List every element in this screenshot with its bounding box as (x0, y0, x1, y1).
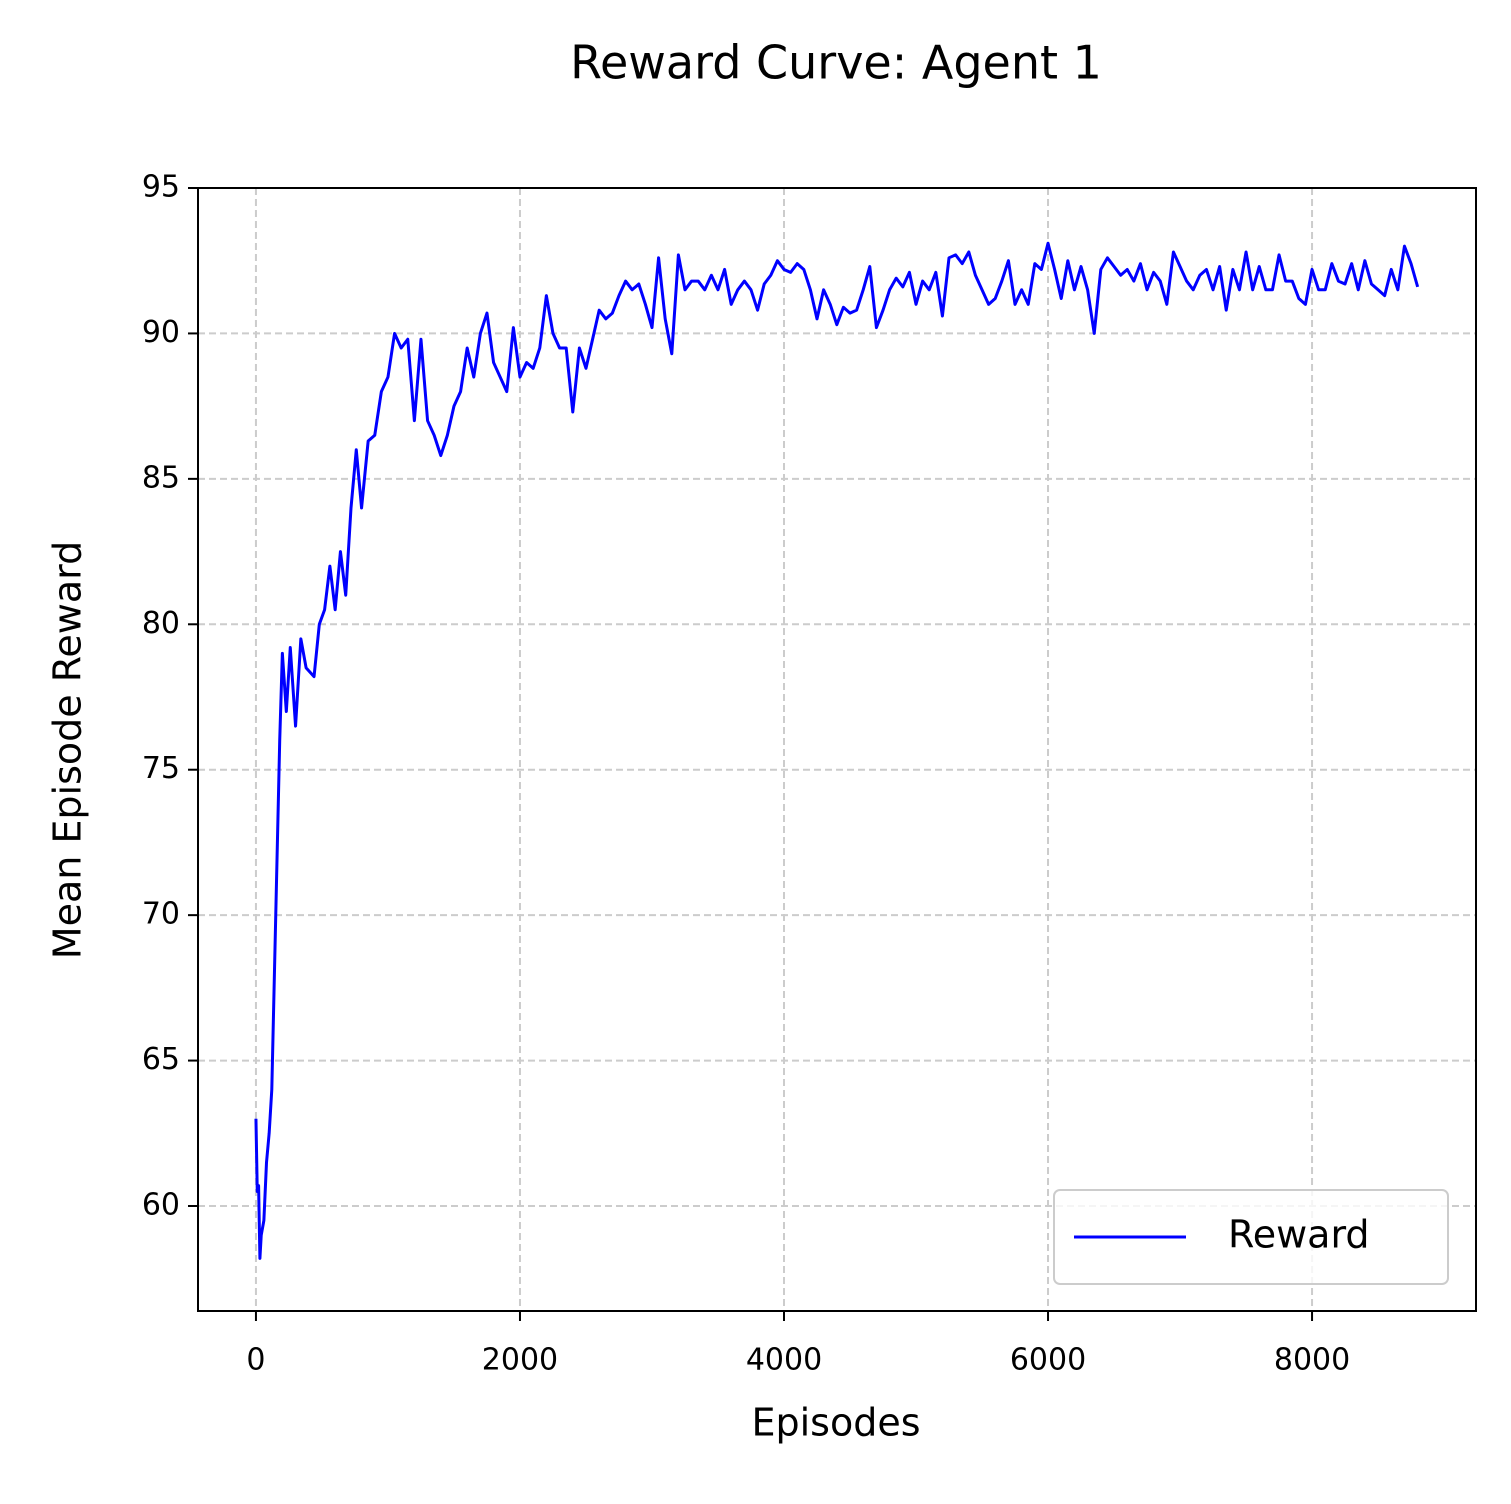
x-tick-label: 8000 (1274, 1343, 1350, 1378)
x-tick-label: 4000 (746, 1343, 822, 1378)
y-axis-label: Mean Episode Reward (46, 541, 90, 959)
y-tick-label: 80 (142, 606, 180, 641)
x-tick-label: 0 (246, 1343, 265, 1378)
x-axis-label: Episodes (751, 1401, 920, 1445)
y-tick-label: 70 (142, 897, 180, 932)
y-tick-label: 60 (142, 1188, 180, 1223)
y-tick-label: 75 (142, 751, 180, 786)
x-tick-label: 6000 (1010, 1343, 1086, 1378)
y-tick-label: 85 (142, 460, 180, 495)
x-tick-label: 2000 (482, 1343, 558, 1378)
legend-box (1053, 1189, 1449, 1285)
y-tick-label: 65 (142, 1042, 180, 1077)
plot-frame (197, 187, 1477, 1312)
y-tick-label: 95 (142, 170, 180, 205)
chart-title: Reward Curve: Agent 1 (570, 36, 1102, 90)
line-series (254, 241, 1420, 1260)
y-tick-label: 90 (142, 315, 180, 350)
legend-label: Reward (1228, 1213, 1370, 1257)
